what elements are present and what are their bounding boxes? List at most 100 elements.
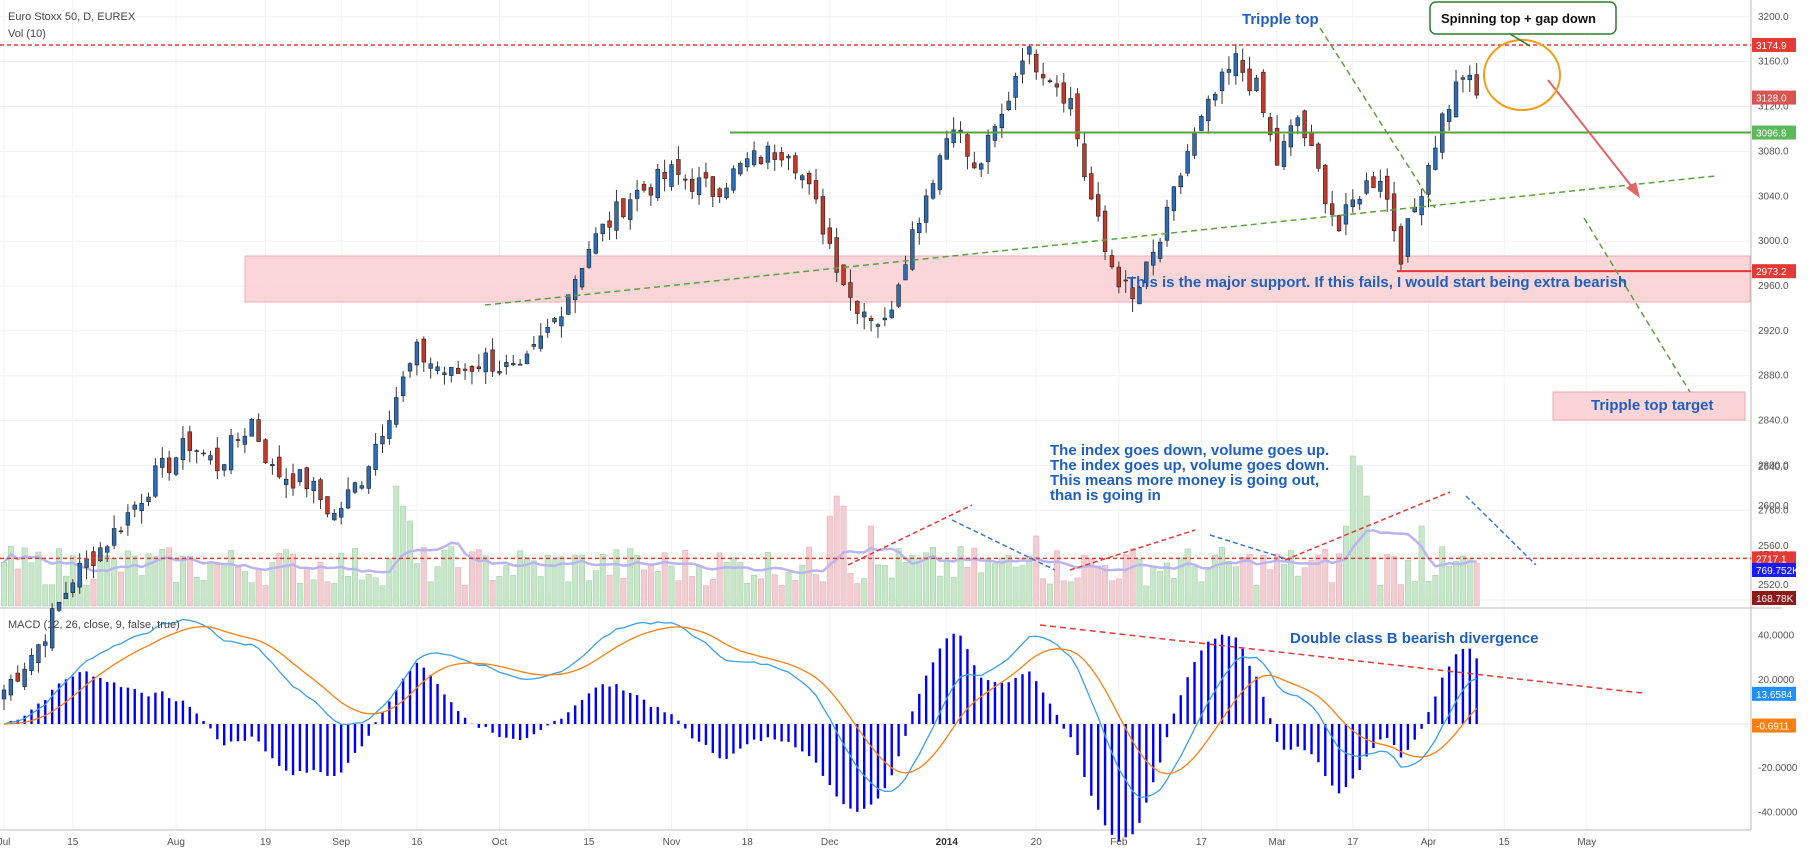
volume-bar <box>950 576 957 607</box>
candle-body <box>1123 279 1128 282</box>
price-tick-label: 3200.0 <box>1758 12 1789 23</box>
volume-bar <box>1019 565 1026 607</box>
candle-body <box>187 431 192 451</box>
volume-bar <box>998 557 1005 607</box>
candle-body <box>779 152 784 161</box>
candle-body <box>476 366 482 370</box>
volume-bar <box>221 563 228 607</box>
time-tick-label: May <box>1577 837 1596 848</box>
candle-body <box>1446 109 1452 122</box>
volume-bar <box>379 585 386 607</box>
macd-tag: -0.6911 <box>1756 722 1790 733</box>
candle-body <box>1034 53 1039 73</box>
volume-bar <box>1363 495 1370 607</box>
candle-body <box>896 284 901 307</box>
volume-bar <box>599 553 606 607</box>
vol-trend-down-2 <box>1209 534 1291 561</box>
price-tick-label: 2960.0 <box>1758 281 1789 292</box>
volume-bar <box>1184 548 1191 607</box>
candle-body <box>1357 198 1362 205</box>
price-tick-label: 2800.0 <box>1758 460 1789 471</box>
candle-body <box>793 155 798 174</box>
volume-bar <box>1384 553 1391 607</box>
volume-bar <box>482 555 489 607</box>
volume-bar <box>558 556 565 607</box>
volume-bar <box>792 579 799 607</box>
candle-body <box>600 223 605 235</box>
volume-bar <box>1170 578 1177 607</box>
volume-bar <box>138 575 145 607</box>
candle-body <box>311 480 316 492</box>
candle-body <box>325 496 330 515</box>
candle-body <box>1467 74 1472 81</box>
volume-bar <box>427 581 434 607</box>
volume-bar <box>1164 562 1170 607</box>
time-tick-label: Nov <box>663 837 681 848</box>
volume-bar <box>1219 547 1225 607</box>
volume-bar <box>1129 548 1136 607</box>
candle-body <box>745 158 750 168</box>
candle-body <box>875 324 881 327</box>
volume-bar <box>813 574 819 607</box>
time-tick-label: Dec <box>821 837 839 848</box>
candle-body <box>1116 266 1122 288</box>
candle-body <box>373 443 378 470</box>
volume-tag-bg <box>1752 563 1796 577</box>
candle-body <box>1075 93 1080 140</box>
volume-note-line-3: This means more money is going out, <box>1050 472 1319 489</box>
candle-body <box>160 458 165 468</box>
volume-bar <box>1212 554 1219 607</box>
candle-body <box>552 317 557 323</box>
candle-body <box>786 155 791 159</box>
candle-body <box>1040 74 1046 79</box>
candle-body <box>428 363 433 369</box>
candle-body <box>1323 165 1328 204</box>
candle-body <box>772 152 777 160</box>
candle-body <box>304 467 309 489</box>
candle-body <box>965 134 970 157</box>
volume-bar <box>434 566 441 607</box>
candle-body <box>277 456 282 478</box>
volume-bar <box>620 577 627 607</box>
candle-body <box>235 439 241 441</box>
price-levels <box>0 44 1751 560</box>
volume-bar <box>1198 581 1205 607</box>
volume-bar <box>689 576 696 607</box>
volume-bar <box>868 525 875 607</box>
candle-body <box>621 198 626 218</box>
candle-body <box>1385 175 1390 200</box>
candle-body <box>1185 151 1190 174</box>
candle-body <box>586 249 592 268</box>
candle-body <box>332 513 337 521</box>
candle-body <box>1391 193 1397 232</box>
volume-note-line-1: The index goes down, volume goes up. <box>1050 442 1329 459</box>
candle-body <box>855 300 860 314</box>
volume-bar <box>826 515 833 607</box>
time-tick-label: Mar <box>1268 837 1286 848</box>
volume-moving-average <box>3 528 1477 575</box>
volume-bar <box>372 577 379 607</box>
candle-body <box>29 654 34 671</box>
candle-body <box>462 368 468 371</box>
candle-body <box>1419 196 1424 216</box>
volume-bar <box>730 557 737 607</box>
price-tag-bg <box>1752 264 1796 279</box>
volume-bar <box>1191 566 1198 607</box>
price-tag-bg <box>1752 125 1796 140</box>
candle-body <box>559 316 564 327</box>
volume-bar <box>764 551 771 607</box>
volume-bar <box>819 581 826 607</box>
volume-bar <box>888 577 895 607</box>
volume-bar <box>1439 546 1446 607</box>
volume-bar <box>262 585 269 607</box>
candle-body <box>827 227 832 244</box>
candle-body <box>173 457 179 475</box>
volume-bar <box>537 576 544 607</box>
volume-tag: 769.752K <box>1756 566 1799 577</box>
volume-tick-label: 2520.0 <box>1758 580 1789 591</box>
volume-note-line-4: than is going in <box>1050 487 1161 504</box>
candle-body <box>566 294 571 315</box>
macd-tick-label: 20.0000 <box>1758 675 1795 686</box>
volume-bar <box>1287 550 1294 607</box>
chart-title: Euro Stoxx 50, D, EUREX <box>8 11 136 23</box>
